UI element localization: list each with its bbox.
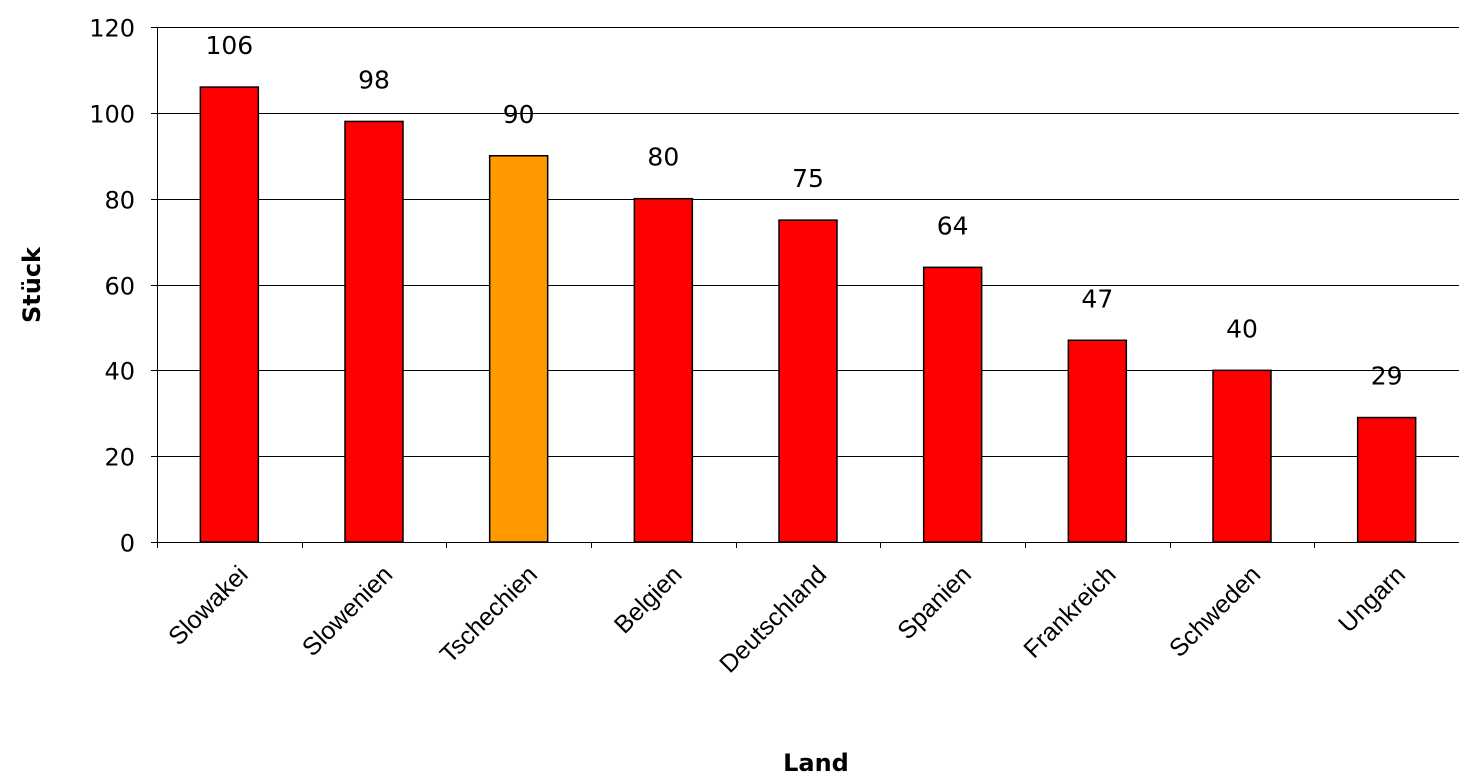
data-label-tschechien: 90	[503, 100, 535, 129]
bar-slowenien	[344, 120, 404, 543]
y-tick-label-120: 120	[89, 15, 135, 43]
x-tick-label-deutschland: Deutschland	[714, 560, 832, 678]
x-tick-label-spanien: Spanien	[892, 560, 977, 645]
y-axis-title: Stück	[18, 246, 46, 323]
data-labels: 106 98 90 80 75 64 47 40 29	[205, 31, 1402, 390]
axes	[151, 27, 1459, 548]
x-tick-label-belgien: Belgien	[609, 560, 688, 639]
x-axis-title: Land	[783, 749, 849, 775]
bar-deutschland	[778, 219, 838, 543]
y-tick-label-0: 0	[120, 530, 135, 558]
data-label-belgien: 80	[647, 143, 679, 172]
data-label-frankreich: 47	[1081, 284, 1113, 313]
bar-schweden	[1212, 369, 1272, 543]
x-tick-label-ungarn: Ungarn	[1333, 560, 1411, 638]
bar-tschechien	[488, 155, 549, 543]
data-label-spanien: 64	[937, 211, 969, 240]
y-tick-label-80: 80	[104, 187, 135, 215]
x-tick-label-slowakei: Slowakei	[163, 560, 254, 651]
bar-ungarn	[1356, 416, 1417, 543]
data-label-slowakei: 106	[205, 31, 253, 60]
y-tick-label-60: 60	[104, 273, 135, 301]
data-label-schweden: 40	[1226, 314, 1258, 343]
x-tick-labels: Slowakei Slowenien Tschechien Belgien Deutsc…	[163, 560, 1411, 678]
y-tick-label-100: 100	[89, 101, 135, 129]
y-tick-labels: 0 20 40 60 80 100 120	[89, 15, 135, 558]
bar-spanien	[922, 266, 983, 543]
bar-belgien	[633, 197, 694, 543]
bars	[199, 86, 1417, 543]
data-label-slowenien: 98	[358, 65, 390, 94]
data-label-deutschland: 75	[792, 164, 824, 193]
x-tick-label-schweden: Schweden	[1164, 560, 1266, 662]
x-tick-label-frankreich: Frankreich	[1018, 560, 1121, 663]
bar-slowakei	[199, 86, 260, 543]
data-label-ungarn: 29	[1371, 362, 1403, 391]
y-tick-label-40: 40	[104, 358, 135, 386]
bar-frankreich	[1067, 339, 1128, 543]
x-tick-label-tschechien: Tschechien	[435, 560, 543, 668]
y-tick-label-20: 20	[104, 444, 135, 472]
x-tick-label-slowenien: Slowenien	[297, 560, 398, 661]
